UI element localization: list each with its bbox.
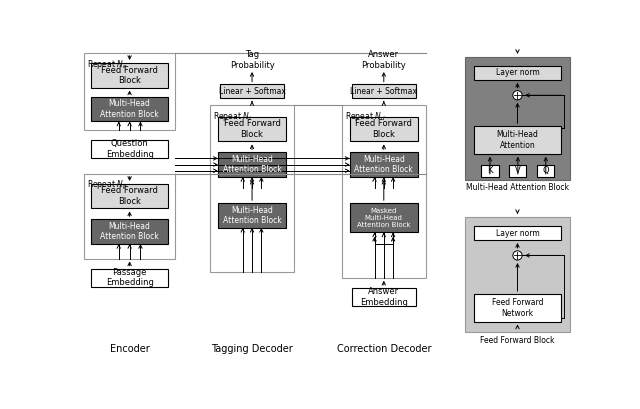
Text: Encoder: Encoder xyxy=(109,344,150,354)
FancyBboxPatch shape xyxy=(537,164,554,177)
FancyBboxPatch shape xyxy=(352,288,415,306)
FancyBboxPatch shape xyxy=(91,63,168,88)
Text: Feed Forward
Network: Feed Forward Network xyxy=(492,298,543,317)
Text: Multi-Head
Attention Block: Multi-Head Attention Block xyxy=(100,99,159,119)
FancyBboxPatch shape xyxy=(481,164,499,177)
Text: Feed Forward
Block: Feed Forward Block xyxy=(355,119,412,139)
FancyBboxPatch shape xyxy=(349,203,418,232)
Text: Tagging Decoder: Tagging Decoder xyxy=(211,344,293,354)
FancyBboxPatch shape xyxy=(349,152,418,177)
Text: K: K xyxy=(487,166,493,175)
Text: Repeat $N_d$: Repeat $N_d$ xyxy=(345,110,386,123)
Text: Multi-Head
Attention Block: Multi-Head Attention Block xyxy=(100,222,159,241)
Text: Multi-Head Attention Block: Multi-Head Attention Block xyxy=(466,183,569,192)
Text: Repeat $N_t$: Repeat $N_t$ xyxy=(213,110,253,123)
FancyBboxPatch shape xyxy=(474,294,561,321)
FancyBboxPatch shape xyxy=(218,117,286,142)
Text: Feed Forward Block: Feed Forward Block xyxy=(480,336,555,345)
Text: Multi-Head
Attention Block: Multi-Head Attention Block xyxy=(355,155,413,174)
Text: Masked
Multi-Head
Attention Block: Masked Multi-Head Attention Block xyxy=(357,208,411,228)
Text: Correction Decoder: Correction Decoder xyxy=(337,344,431,354)
Text: Multi-Head
Attention: Multi-Head Attention xyxy=(497,130,538,150)
FancyBboxPatch shape xyxy=(474,66,561,80)
Text: V: V xyxy=(515,166,521,175)
Text: Multi-Head
Attention Block: Multi-Head Attention Block xyxy=(223,206,282,225)
FancyBboxPatch shape xyxy=(220,85,284,98)
FancyBboxPatch shape xyxy=(349,117,418,142)
Text: Feed Forward
Block: Feed Forward Block xyxy=(101,187,158,206)
Text: Multi-Head
Attention Block: Multi-Head Attention Block xyxy=(223,155,282,174)
Text: Feed Forward
Block: Feed Forward Block xyxy=(223,119,280,139)
FancyBboxPatch shape xyxy=(84,53,175,130)
Text: Question
Embedding: Question Embedding xyxy=(106,139,154,159)
FancyBboxPatch shape xyxy=(84,174,175,258)
Circle shape xyxy=(513,91,522,100)
Text: Linear + Softmax: Linear + Softmax xyxy=(219,87,285,96)
Text: Answer
Probability: Answer Probability xyxy=(362,50,406,70)
FancyBboxPatch shape xyxy=(474,126,561,154)
Text: Passage
Embedding: Passage Embedding xyxy=(106,268,154,288)
Text: Answer
Embedding: Answer Embedding xyxy=(360,287,408,307)
FancyBboxPatch shape xyxy=(465,217,570,333)
Text: Repeat $N_e$: Repeat $N_e$ xyxy=(87,58,127,71)
FancyBboxPatch shape xyxy=(218,152,286,177)
FancyBboxPatch shape xyxy=(352,85,415,98)
FancyBboxPatch shape xyxy=(342,105,426,278)
FancyBboxPatch shape xyxy=(91,140,168,158)
Text: Linear + Softmax: Linear + Softmax xyxy=(350,87,417,96)
FancyBboxPatch shape xyxy=(218,203,286,228)
Text: Layer norm: Layer norm xyxy=(495,229,540,238)
FancyBboxPatch shape xyxy=(91,184,168,209)
Text: Repeat $N_p$: Repeat $N_p$ xyxy=(87,179,127,192)
FancyBboxPatch shape xyxy=(465,57,570,180)
FancyBboxPatch shape xyxy=(91,269,168,287)
FancyBboxPatch shape xyxy=(91,97,168,121)
FancyBboxPatch shape xyxy=(509,164,527,177)
FancyBboxPatch shape xyxy=(474,226,561,240)
Text: Layer norm: Layer norm xyxy=(495,68,540,77)
Text: Tag
Probability: Tag Probability xyxy=(230,50,275,70)
FancyBboxPatch shape xyxy=(210,105,294,272)
Circle shape xyxy=(513,251,522,260)
Text: Q: Q xyxy=(543,166,549,175)
Text: Feed Forward
Block: Feed Forward Block xyxy=(101,65,158,85)
FancyBboxPatch shape xyxy=(91,219,168,244)
